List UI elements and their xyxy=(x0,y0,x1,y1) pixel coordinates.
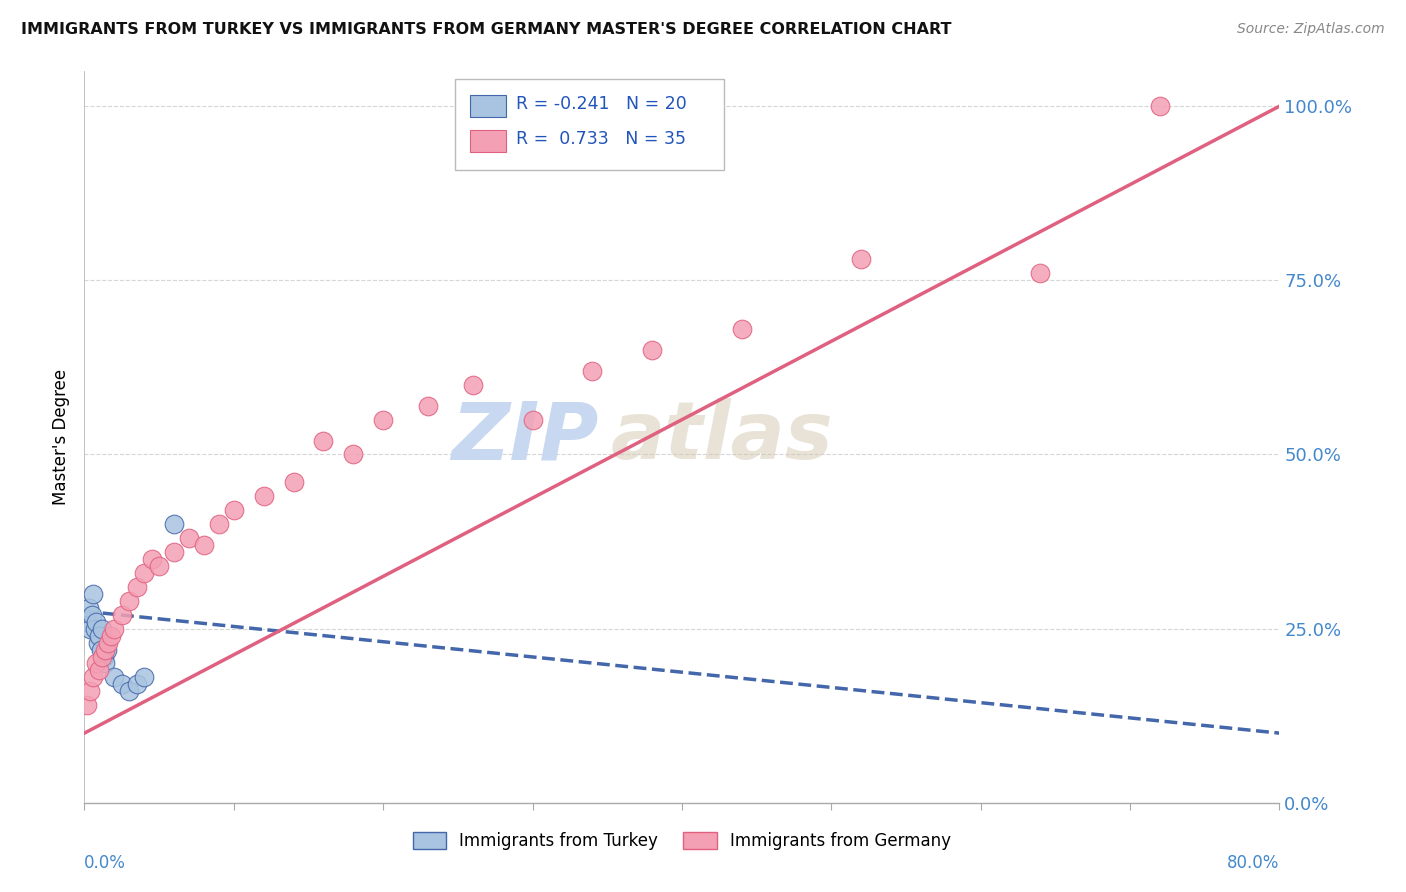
Point xyxy=(77,600,100,615)
Point xyxy=(253,489,276,503)
Point xyxy=(461,377,484,392)
Text: 0.0%: 0.0% xyxy=(84,854,127,872)
Point xyxy=(177,531,200,545)
Point xyxy=(163,517,186,532)
FancyBboxPatch shape xyxy=(471,130,506,152)
Point xyxy=(103,670,125,684)
Text: ZIP: ZIP xyxy=(451,398,599,476)
Text: R = -0.241   N = 20: R = -0.241 N = 20 xyxy=(516,95,686,113)
Y-axis label: Master's Degree: Master's Degree xyxy=(52,369,70,505)
Point xyxy=(79,684,101,698)
Legend: Immigrants from Turkey, Immigrants from Germany: Immigrants from Turkey, Immigrants from … xyxy=(406,825,957,856)
Point xyxy=(1029,266,1052,280)
Point xyxy=(312,434,335,448)
Point xyxy=(522,412,544,426)
Point xyxy=(851,252,873,267)
Point xyxy=(76,615,98,629)
Point xyxy=(193,538,215,552)
Point xyxy=(731,322,754,336)
Point xyxy=(222,503,245,517)
Point xyxy=(111,677,134,691)
Point xyxy=(100,629,122,643)
Point xyxy=(83,622,105,636)
Point xyxy=(82,670,104,684)
Point xyxy=(89,629,111,643)
Point xyxy=(111,607,134,622)
Text: IMMIGRANTS FROM TURKEY VS IMMIGRANTS FROM GERMANY MASTER'S DEGREE CORRELATION CH: IMMIGRANTS FROM TURKEY VS IMMIGRANTS FRO… xyxy=(21,22,952,37)
Point xyxy=(125,580,148,594)
Text: atlas: atlas xyxy=(610,398,832,476)
Text: 80.0%: 80.0% xyxy=(1227,854,1279,872)
Point xyxy=(97,635,120,649)
Point xyxy=(93,649,115,664)
Point xyxy=(91,649,114,664)
Point xyxy=(1149,99,1171,113)
Point xyxy=(94,657,117,671)
Point xyxy=(91,622,114,636)
Point xyxy=(132,670,156,684)
Point xyxy=(125,677,148,691)
Point xyxy=(342,448,364,462)
Point xyxy=(86,657,108,671)
Point xyxy=(118,684,141,698)
Text: Source: ZipAtlas.com: Source: ZipAtlas.com xyxy=(1237,22,1385,37)
Point xyxy=(141,552,163,566)
Point xyxy=(641,343,664,357)
Point xyxy=(76,698,98,713)
Point xyxy=(163,545,186,559)
Point xyxy=(89,664,111,678)
Text: R =  0.733   N = 35: R = 0.733 N = 35 xyxy=(516,129,686,148)
Point xyxy=(82,587,104,601)
Point xyxy=(416,399,439,413)
Point xyxy=(132,566,156,580)
Point xyxy=(80,607,103,622)
Point xyxy=(208,517,231,532)
Point xyxy=(103,622,125,636)
FancyBboxPatch shape xyxy=(471,95,506,118)
Point xyxy=(283,475,305,490)
Point xyxy=(86,615,108,629)
Point xyxy=(581,364,603,378)
Point xyxy=(87,635,110,649)
Point xyxy=(94,642,117,657)
Point xyxy=(96,642,118,657)
Point xyxy=(373,412,395,426)
Point xyxy=(79,622,101,636)
Point xyxy=(90,642,112,657)
Point xyxy=(118,594,141,608)
FancyBboxPatch shape xyxy=(456,78,724,170)
Point xyxy=(148,558,170,573)
